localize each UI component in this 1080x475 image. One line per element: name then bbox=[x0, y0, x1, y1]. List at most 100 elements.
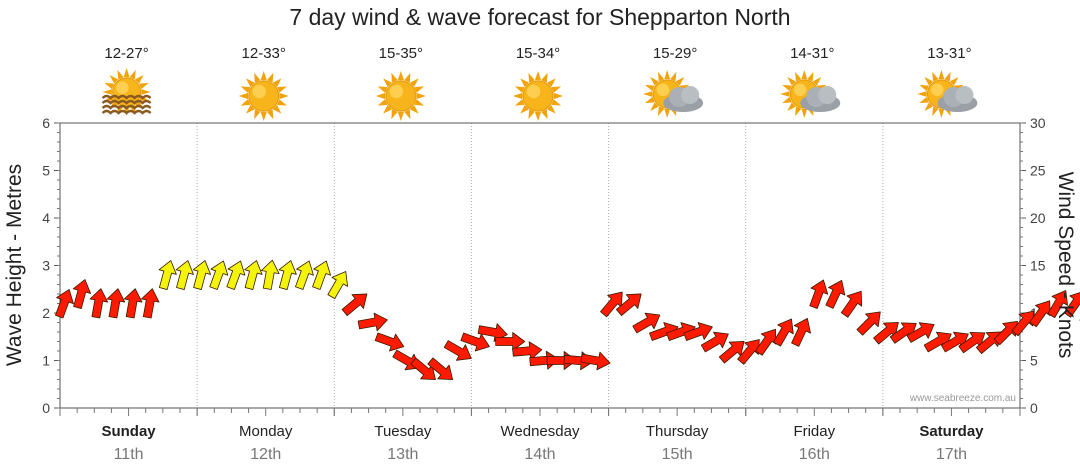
cloud-puff bbox=[818, 86, 837, 104]
sun-ray bbox=[238, 92, 249, 100]
sun-ray bbox=[383, 78, 392, 88]
wind-arrow bbox=[737, 339, 760, 365]
wind-arrow bbox=[278, 260, 297, 290]
wave-tick-label: 1 bbox=[42, 353, 50, 369]
day-name-label: Monday bbox=[239, 423, 293, 440]
wind-arrow-shape bbox=[791, 318, 811, 347]
wind-arrow-shape bbox=[260, 259, 280, 290]
wind-arrow-shape bbox=[72, 279, 91, 309]
sun-ray bbox=[104, 82, 115, 90]
partly-cloudy-icon bbox=[917, 70, 978, 118]
sun-ray bbox=[409, 104, 419, 114]
sun-ray bbox=[129, 69, 136, 80]
sun-ray bbox=[397, 71, 404, 81]
sun-ray bbox=[409, 78, 419, 88]
sun-ray bbox=[551, 99, 562, 106]
sun-ray bbox=[141, 89, 151, 95]
sun-ray bbox=[102, 89, 112, 95]
wind-arrow bbox=[700, 331, 729, 353]
wind-arrow-shape bbox=[460, 332, 490, 352]
sun-ray bbox=[938, 108, 945, 118]
wind-arrow-shape bbox=[1029, 300, 1051, 328]
wind-arrow bbox=[327, 271, 348, 300]
day-date-label: 15th bbox=[662, 446, 693, 463]
day-date-label: 12th bbox=[250, 446, 281, 463]
wind-arrow-shape bbox=[840, 290, 863, 318]
sun-ray bbox=[520, 104, 530, 114]
wind-arrow bbox=[374, 332, 405, 352]
sun-ray bbox=[780, 91, 790, 97]
haze-line bbox=[101, 99, 152, 105]
sun-ray bbox=[675, 77, 685, 86]
wind-arrow bbox=[906, 322, 935, 343]
sun-ray bbox=[414, 86, 424, 93]
sun-ray bbox=[534, 71, 542, 81]
day-date-label: 14th bbox=[524, 446, 555, 463]
haze-line bbox=[101, 104, 152, 110]
wind-arrow-shape bbox=[192, 260, 211, 290]
sun-ray bbox=[949, 77, 959, 86]
wind-arrow-shape bbox=[443, 340, 472, 361]
wind-arrow-shape bbox=[976, 331, 1002, 354]
wind-arrow bbox=[427, 357, 453, 381]
sun-ray bbox=[657, 71, 665, 82]
sunny-icon bbox=[513, 71, 563, 121]
day-temperature: 15-35° bbox=[379, 45, 423, 62]
day-temperature: 14-31° bbox=[790, 45, 834, 62]
wind-arrow-shape bbox=[616, 293, 642, 316]
wind-arrow-shape bbox=[906, 322, 935, 343]
wind-arrow-shape bbox=[1063, 290, 1080, 318]
sun-ray bbox=[546, 78, 556, 88]
sun-highlight bbox=[252, 84, 266, 99]
wind-arrow bbox=[341, 293, 368, 316]
wind-arrow-shape bbox=[773, 318, 794, 347]
sun-ray bbox=[377, 99, 388, 106]
sun-ray bbox=[787, 77, 796, 86]
wind-arrow bbox=[809, 279, 829, 309]
sun-ray bbox=[277, 86, 287, 93]
sun-ray bbox=[254, 72, 261, 83]
wave-tick-label: 4 bbox=[42, 210, 50, 226]
sun-ray bbox=[795, 71, 802, 82]
sun-ray bbox=[528, 109, 535, 120]
day-axis: Sunday 11th Monday 12th Tuesday 13th Wednesday… bbox=[59, 408, 1021, 463]
wind-arrow-shape bbox=[737, 339, 760, 365]
wind-arrow-shape bbox=[718, 340, 745, 364]
sun-highlight bbox=[389, 84, 404, 99]
sun-ray bbox=[246, 104, 255, 114]
wind-arrow-shape bbox=[683, 322, 713, 341]
wind-arrow-shape bbox=[106, 288, 126, 319]
wind-arrow-shape bbox=[55, 289, 74, 319]
day-date-label: 17th bbox=[936, 446, 967, 463]
wind-arrow-shape bbox=[1011, 310, 1035, 337]
sun-ray bbox=[546, 104, 556, 114]
wind-arrow-shape bbox=[374, 332, 405, 352]
chart-title: 7 day wind & wave forecast for Shepparto… bbox=[289, 4, 791, 30]
sun-ray bbox=[644, 84, 655, 92]
wind-arrow bbox=[825, 280, 846, 309]
wind-tick-label: 5 bbox=[1030, 353, 1038, 369]
haze-icon bbox=[101, 68, 152, 116]
day-date-label: 13th bbox=[387, 446, 418, 463]
wind-arrow bbox=[244, 260, 263, 290]
wave-tick-label: 5 bbox=[42, 163, 50, 179]
wind-arrow-shape bbox=[295, 260, 314, 290]
sun-ray bbox=[919, 96, 929, 104]
sunny-icon bbox=[238, 71, 289, 121]
sun-ray bbox=[375, 92, 386, 100]
wind-arrow bbox=[158, 260, 177, 290]
wind-arrow-shape bbox=[993, 320, 1018, 346]
wind-arrow-shape bbox=[327, 271, 348, 300]
sun-ray bbox=[414, 99, 424, 106]
partly-cloudy-icon bbox=[780, 70, 841, 118]
sun-ray bbox=[272, 104, 282, 114]
wind-arrow bbox=[856, 311, 881, 336]
sun-ray bbox=[917, 91, 927, 97]
wind-arrow bbox=[773, 318, 794, 347]
sun-ray bbox=[541, 109, 548, 120]
wind-arrow-shape bbox=[357, 312, 388, 332]
wind-arrow bbox=[460, 332, 490, 352]
wind-arrow bbox=[357, 312, 388, 332]
wind-arrow-shape bbox=[1047, 290, 1068, 319]
sun-ray bbox=[123, 68, 130, 78]
